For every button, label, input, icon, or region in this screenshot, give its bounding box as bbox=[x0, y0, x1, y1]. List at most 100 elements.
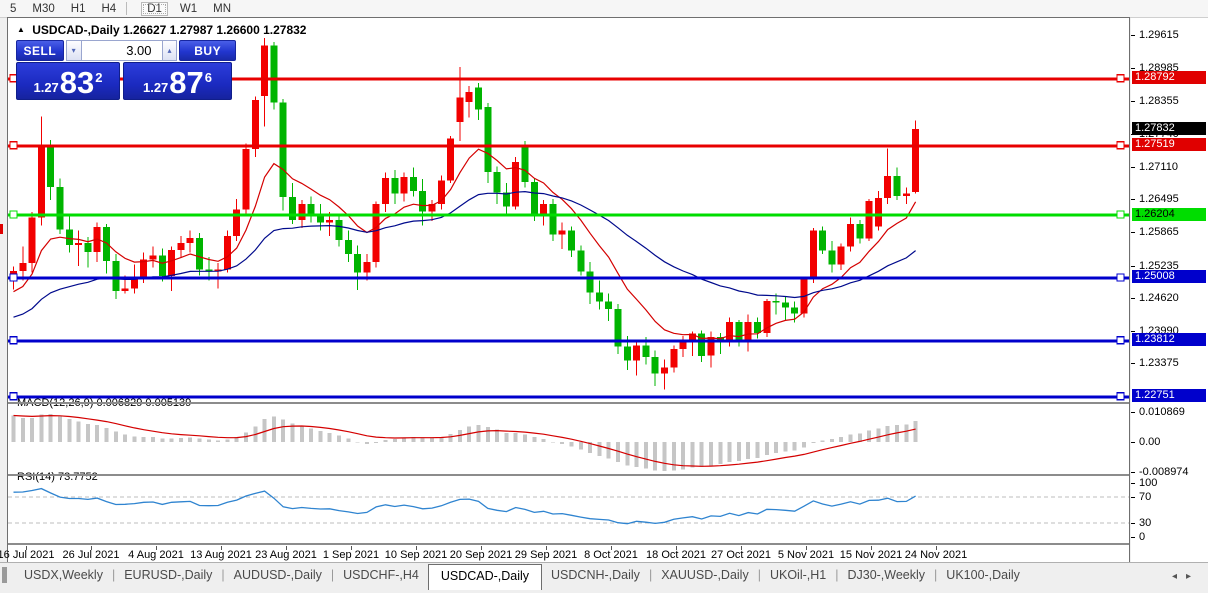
price-tag: 1.25008 bbox=[1132, 270, 1206, 283]
price-tick: 1.25865 bbox=[1139, 226, 1179, 238]
date-tick bbox=[871, 546, 872, 550]
timeframe-toolbar: 5 M30 H1 H4 D1 W1 MN bbox=[0, 0, 1208, 18]
date-tick bbox=[26, 546, 27, 550]
date-tick bbox=[91, 546, 92, 550]
caret-down-icon: ▾ bbox=[71, 46, 76, 55]
date-label: 10 Sep 2021 bbox=[384, 549, 448, 561]
date-label: 4 Aug 2021 bbox=[128, 549, 184, 561]
tab-separator: | bbox=[934, 568, 938, 582]
buy-price[interactable]: 1.27 87 6 bbox=[123, 62, 232, 100]
timeframe-button-d1[interactable]: D1 bbox=[141, 1, 168, 16]
date-label: 16 Jul 2021 bbox=[0, 549, 55, 561]
axis-tick-mark bbox=[1131, 483, 1135, 484]
date-tick bbox=[286, 546, 287, 550]
date-tick bbox=[546, 546, 547, 550]
axis-tick-mark bbox=[1131, 68, 1135, 69]
date-tick bbox=[741, 546, 742, 550]
price-tag: 1.27519 bbox=[1132, 138, 1206, 151]
tab-scroll-left-icon[interactable]: ◂ bbox=[1171, 571, 1186, 582]
tab-separator: | bbox=[111, 568, 116, 582]
tab-uk100-daily[interactable]: UK100-,Daily bbox=[946, 568, 1020, 582]
price-tick: 100 bbox=[1139, 477, 1158, 489]
hline-1.25008[interactable] bbox=[8, 273, 1129, 282]
window-resize-corner bbox=[2, 567, 7, 583]
price-tag: 1.22751 bbox=[1132, 389, 1206, 402]
price-tick: 70 bbox=[1139, 491, 1152, 503]
axis-tick-mark bbox=[1131, 472, 1135, 473]
chart-area[interactable]: MACD(12,26,9) 0.006829 0.005139 RSI(14) … bbox=[0, 17, 1130, 564]
hline-1.22751[interactable] bbox=[8, 392, 1129, 401]
tab-separator: | bbox=[835, 568, 839, 582]
rsi-label: RSI(14) 73.7752 bbox=[17, 471, 98, 483]
date-label: 27 Oct 2021 bbox=[711, 549, 771, 561]
date-label: 20 Sep 2021 bbox=[449, 549, 513, 561]
tab-usdchf-h4[interactable]: USDCHF-,H4 bbox=[343, 568, 419, 582]
axis-tick-mark bbox=[1131, 523, 1135, 524]
sell-button[interactable]: SELL bbox=[16, 40, 64, 61]
tab-separator: | bbox=[648, 568, 653, 582]
sell-price[interactable]: 1.27 83 2 bbox=[16, 62, 120, 100]
tab-xauusd-daily[interactable]: XAUUSD-,Daily bbox=[661, 568, 749, 582]
timeframe-button-h4[interactable]: H4 bbox=[101, 2, 117, 15]
sell-price-base: 1.27 bbox=[33, 80, 59, 95]
tab-dj30-weekly[interactable]: DJ30-,Weekly bbox=[847, 568, 926, 582]
candles bbox=[10, 37, 920, 390]
price-tick: 30 bbox=[1139, 517, 1152, 529]
date-axis-separator bbox=[8, 543, 1129, 545]
tab-scroll-right-icon[interactable]: ▸ bbox=[1185, 571, 1200, 582]
rsi-line bbox=[13, 487, 916, 525]
hline-1.27519[interactable] bbox=[8, 141, 1129, 150]
timeframe-button-w1[interactable]: W1 bbox=[179, 2, 198, 15]
price-tick: 1.23375 bbox=[1139, 357, 1179, 369]
buy-price-base: 1.27 bbox=[142, 80, 169, 95]
date-tick bbox=[936, 546, 937, 550]
chart-title: ▲ USDCAD-,Daily 1.26627 1.27987 1.26600 … bbox=[17, 23, 306, 37]
tab-audusd-daily[interactable]: AUDUSD-,Daily bbox=[233, 568, 322, 582]
tab-separator: | bbox=[757, 568, 761, 582]
tab-usdx-weekly[interactable]: USDX,Weekly bbox=[24, 568, 103, 582]
hline-1.26204[interactable] bbox=[8, 210, 1129, 219]
axis-tick-mark bbox=[1131, 298, 1135, 299]
date-tick bbox=[416, 546, 417, 550]
price-axis[interactable]: 1.296151.289851.283551.277401.271101.264… bbox=[1131, 18, 1208, 562]
axis-tick-mark bbox=[1131, 412, 1135, 413]
axis-tick-mark bbox=[1131, 442, 1135, 443]
tab-usdcnh-daily[interactable]: USDCNH-,Daily bbox=[551, 568, 640, 582]
collapse-arrow-icon[interactable]: ▲ bbox=[17, 25, 25, 34]
timeframe-button-5[interactable]: 5 bbox=[10, 2, 17, 15]
tab-eurusd-daily[interactable]: EURUSD-,Daily bbox=[124, 568, 213, 582]
date-label: 1 Sep 2021 bbox=[322, 549, 380, 561]
volume-increase-button[interactable]: ▴ bbox=[161, 40, 178, 61]
buy-button[interactable]: BUY bbox=[179, 40, 236, 61]
date-label: 18 Oct 2021 bbox=[646, 549, 706, 561]
main-chart-canvas[interactable] bbox=[8, 18, 1129, 563]
price-tick: 1.25235 bbox=[1139, 260, 1179, 272]
hline-1.23812[interactable] bbox=[8, 336, 1129, 345]
tab-usdcad-daily[interactable]: USDCAD-,Daily bbox=[427, 564, 543, 590]
axis-tick-mark bbox=[1131, 537, 1135, 538]
volume-decrease-button[interactable]: ▾ bbox=[65, 40, 82, 61]
timeframe-button-m30[interactable]: M30 bbox=[32, 2, 55, 15]
price-tick: 0 bbox=[1139, 531, 1146, 543]
date-tick bbox=[156, 546, 157, 550]
tab-separator: | bbox=[221, 568, 225, 582]
timeframe-button-h1[interactable]: H1 bbox=[70, 2, 86, 15]
volume-input[interactable] bbox=[81, 40, 162, 61]
axis-tick-mark bbox=[1131, 101, 1135, 102]
buy-price-big: 87 bbox=[169, 65, 204, 100]
scroll-marker bbox=[0, 224, 3, 234]
price-tick: 0.010869 bbox=[1139, 406, 1185, 418]
macd-histogram bbox=[11, 414, 918, 472]
date-tick bbox=[481, 546, 482, 550]
date-label: 13 Aug 2021 bbox=[190, 549, 252, 561]
tab-ukoil-h1[interactable]: UKOil-,H1 bbox=[769, 568, 827, 582]
axis-tick-mark bbox=[1131, 167, 1135, 168]
price-tick: -0.008974 bbox=[1139, 466, 1189, 478]
price-tag: 1.26204 bbox=[1132, 208, 1206, 221]
date-label: 23 Aug 2021 bbox=[255, 549, 317, 561]
date-axis[interactable]: 16 Jul 2021 26 Jul 2021 4 Aug 2021 13 Aug 2… bbox=[0, 546, 1129, 562]
buy-price-sup: 6 bbox=[204, 70, 213, 85]
timeframe-button-mn[interactable]: MN bbox=[213, 2, 232, 15]
axis-tick-mark bbox=[1131, 199, 1135, 200]
